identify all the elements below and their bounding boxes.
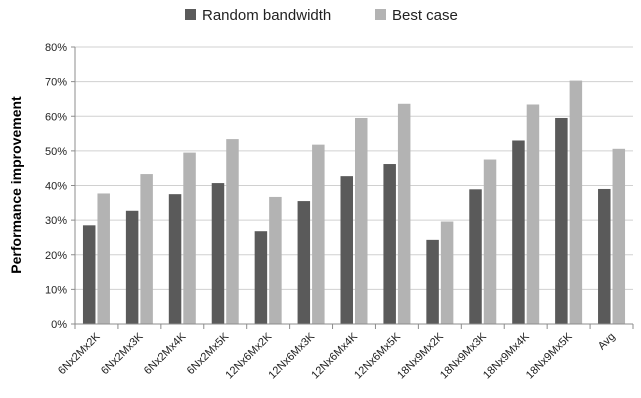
- bar-random-bandwidth: [512, 140, 525, 324]
- legend-swatch: [375, 9, 386, 20]
- bar-best-case: [526, 104, 540, 324]
- bar-random-bandwidth: [211, 183, 225, 324]
- y-tick-label: 40%: [45, 181, 67, 193]
- x-tick-label: 6Nx2Mx5K: [185, 330, 232, 377]
- bar-random-bandwidth: [469, 189, 482, 324]
- y-tick-label: 20%: [45, 250, 67, 262]
- y-tick-label: 60%: [45, 111, 67, 123]
- bar-best-case: [355, 117, 368, 324]
- bar-random-bandwidth: [168, 194, 182, 324]
- bar-random-bandwidth: [254, 231, 268, 324]
- x-tick-label: Avg: [596, 331, 618, 353]
- bar-random-bandwidth: [82, 225, 96, 324]
- y-tick-label: 30%: [45, 215, 67, 227]
- bar-best-case: [183, 152, 196, 324]
- bar-random-bandwidth: [340, 176, 353, 324]
- y-tick-label: 80%: [45, 42, 67, 54]
- legend-label: Best case: [392, 7, 458, 24]
- y-tick-label: 0%: [51, 319, 67, 331]
- y-tick-labels: 0% 10% 20% 30% 40% 50% 60% 70% 80%: [45, 42, 67, 331]
- bar-best-case: [97, 193, 110, 324]
- y-tick-label: 70%: [45, 77, 67, 89]
- bar-best-case: [483, 159, 497, 324]
- x-tick-labels: 6Nx2Mx2K6Nx2Mx3K6Nx2Mx4K6Nx2Mx5K12Nx6Mx2…: [56, 330, 618, 381]
- grid-lines: [75, 46, 633, 325]
- bar-best-case: [612, 148, 626, 324]
- x-tick-label: 6Nx2Mx3K: [99, 330, 146, 377]
- bar-random-bandwidth: [383, 164, 396, 324]
- x-tick-label: 18Nx9Mx5K: [524, 330, 575, 381]
- legend-label: Random bandwidth: [202, 7, 331, 24]
- bar-best-case: [397, 103, 411, 324]
- bar-best-case: [440, 221, 454, 324]
- legend: Random bandwidth Best case: [185, 7, 458, 24]
- x-tick-label: 6Nx2Mx4K: [142, 330, 189, 377]
- legend-swatch: [185, 9, 196, 20]
- axes: [71, 46, 634, 329]
- bar-random-bandwidth: [426, 239, 439, 324]
- bar-random-bandwidth: [125, 210, 139, 324]
- bar-random-bandwidth: [598, 188, 611, 324]
- y-tick-label: 50%: [45, 146, 67, 158]
- bars: [82, 80, 626, 325]
- bar-best-case: [140, 174, 153, 324]
- y-tick-label: 10%: [45, 284, 67, 296]
- x-tick-label: 6Nx2Mx2K: [56, 330, 103, 377]
- y-axis-label: Performance improvement: [8, 96, 24, 274]
- bar-random-bandwidth: [555, 117, 568, 324]
- bar-best-case: [312, 144, 325, 324]
- bar-best-case: [226, 139, 239, 324]
- bar-best-case: [269, 196, 282, 324]
- bar-best-case: [569, 80, 583, 325]
- bar-random-bandwidth: [297, 201, 311, 324]
